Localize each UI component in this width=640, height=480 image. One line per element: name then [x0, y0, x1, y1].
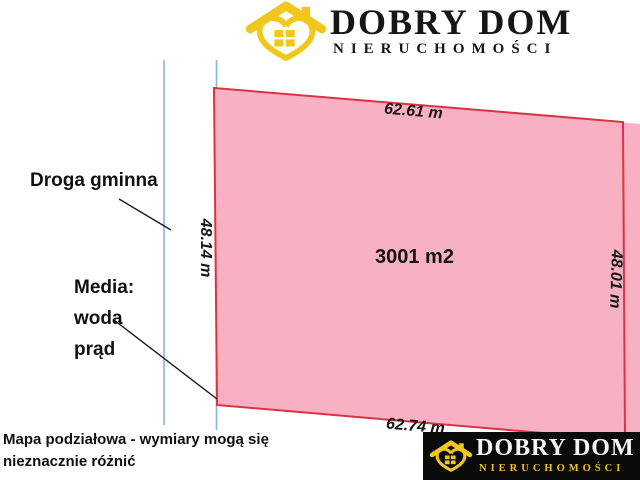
brand-subtitle: NIERUCHOMOŚCI	[479, 463, 625, 474]
dimension-right: 48.01 m	[605, 249, 626, 309]
media-title: Media:	[74, 277, 135, 298]
brand-logo-bottom: DOBRY DOM NIERUCHOMOŚCI	[423, 432, 640, 480]
dimension-left: 48.14 m	[197, 218, 214, 278]
media-pointer-line	[113, 319, 218, 400]
disclaimer-line-1: Mapa podziałowa - wymiary mogą się	[3, 431, 269, 448]
disclaimer-line-2: nieznacznie różnić	[3, 453, 136, 470]
house-heart-icon	[429, 440, 473, 472]
house-heart-icon	[245, 1, 327, 62]
map-disclaimer: Mapa podziałowa - wymiary mogą się niezn…	[3, 429, 269, 473]
road-label: Droga gminna	[30, 170, 158, 191]
brand-title: DOBRY DOM	[476, 435, 635, 461]
brand-subtitle: NIERUCHOMOŚCI	[333, 41, 558, 57]
brand-title: DOBRY DOM	[330, 2, 573, 42]
parcel-area-label: 3001 m2	[375, 246, 454, 268]
media-item-power: prąd	[74, 339, 116, 360]
media-item-water: woda	[74, 308, 123, 329]
media-block: Media: woda prąd	[74, 272, 134, 365]
road-pointer-line	[118, 198, 172, 231]
